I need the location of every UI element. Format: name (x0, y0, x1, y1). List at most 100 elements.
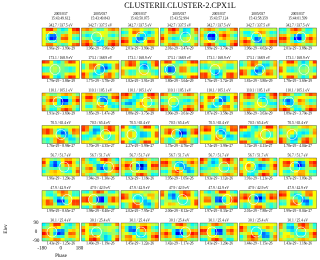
heat-cell (247, 67, 251, 70)
heat-cell (136, 173, 140, 176)
heat-cell (266, 223, 270, 226)
heat-cell (187, 28, 191, 31)
heat-cell (194, 238, 198, 241)
heat-cell (258, 99, 262, 102)
heat-cell (57, 61, 61, 64)
heat-cell (97, 67, 101, 70)
heat-cell (234, 170, 238, 173)
heat-cell (287, 170, 291, 173)
heat-cell (112, 229, 116, 232)
heat-cell (125, 61, 129, 64)
heat-cell (290, 67, 294, 70)
heat-cell (93, 229, 97, 232)
heat-cell (247, 102, 251, 105)
heat-cell (155, 158, 159, 161)
heat-cell (270, 70, 274, 73)
heat-cell (204, 31, 208, 34)
heat-cell (115, 194, 119, 197)
heat-cell (61, 40, 65, 43)
heat-cell (125, 96, 129, 99)
heat-cell (115, 161, 119, 164)
heat-cell (226, 138, 230, 141)
heat-cell (161, 34, 165, 37)
heat-cell (65, 102, 69, 105)
heat-cell (42, 197, 46, 200)
heat-cell (168, 167, 172, 170)
heat-cell (161, 226, 165, 229)
heat-cell (223, 64, 227, 67)
heat-cell (42, 96, 46, 99)
heat-cell (279, 96, 283, 99)
heat-cell (136, 191, 140, 194)
heat-cell (93, 164, 97, 167)
heat-cell (147, 132, 151, 135)
heat-cell (211, 129, 215, 132)
heat-cell (313, 226, 317, 229)
heat-cell (305, 197, 309, 200)
heat-cell (172, 203, 176, 206)
heat-cell (132, 37, 136, 40)
heat-cell (42, 93, 46, 96)
heat-cell (164, 167, 168, 170)
heat-cell (144, 135, 148, 138)
heat-cell (53, 194, 57, 197)
heat-cell (155, 223, 159, 226)
heat-cell (121, 173, 125, 176)
heat-cell (279, 203, 283, 206)
heat-cell (108, 126, 112, 129)
heat-cell (176, 158, 180, 161)
heat-cell (204, 99, 208, 102)
heat-cell (243, 28, 247, 31)
heat-cell (97, 173, 101, 176)
range-label: 1.44e-29 - 1.15e-26 (244, 242, 273, 246)
heat-cell (191, 206, 195, 209)
heat-cell (255, 138, 259, 141)
heat-cell (283, 129, 287, 132)
heat-cell (140, 93, 144, 96)
heat-cell (219, 28, 223, 31)
heat-cell (112, 108, 116, 111)
heat-cell (179, 96, 183, 99)
heat-cell (200, 238, 204, 241)
heat-cell (240, 194, 244, 197)
heat-cell (125, 102, 129, 105)
heat-cell (279, 206, 283, 209)
heat-cell (223, 40, 227, 43)
heat-cell (283, 238, 287, 241)
heat-cell (61, 31, 65, 34)
heat-cell (309, 200, 313, 203)
heat-cell (172, 158, 176, 161)
heat-cell (112, 105, 116, 108)
heat-cell (215, 158, 219, 161)
range-label: 1.75e-29 - 4.76e-27 (165, 144, 194, 148)
heat-cell (266, 164, 270, 167)
heat-cell (65, 28, 69, 31)
heat-cell (234, 200, 238, 203)
heat-cell (298, 64, 302, 67)
heat-cell (76, 229, 80, 232)
heat-cell (140, 238, 144, 241)
heat-cell (234, 164, 238, 167)
heat-cell (57, 197, 61, 200)
heat-cell (234, 223, 238, 226)
heat-cell (93, 173, 97, 176)
heat-cell (258, 197, 262, 200)
heat-cell (294, 61, 298, 64)
heat-cell (161, 203, 165, 206)
heat-cell (294, 73, 298, 76)
heat-cell (57, 232, 61, 235)
heat-cell (309, 206, 313, 209)
range-label: 1.97e-29 - 8.33e-27 (205, 209, 234, 213)
heat-cell (125, 105, 129, 108)
heat-cell (313, 76, 317, 79)
column-time: 15:43:49.843 (91, 16, 110, 20)
heat-cell (53, 167, 57, 170)
heat-cell (234, 235, 238, 238)
heat-cell (230, 96, 234, 99)
heat-cell (187, 170, 191, 173)
heat-cell (309, 229, 313, 232)
heat-cell (85, 73, 89, 76)
heat-cell (191, 164, 195, 167)
heat-cell (97, 70, 101, 73)
heat-cell (223, 37, 227, 40)
